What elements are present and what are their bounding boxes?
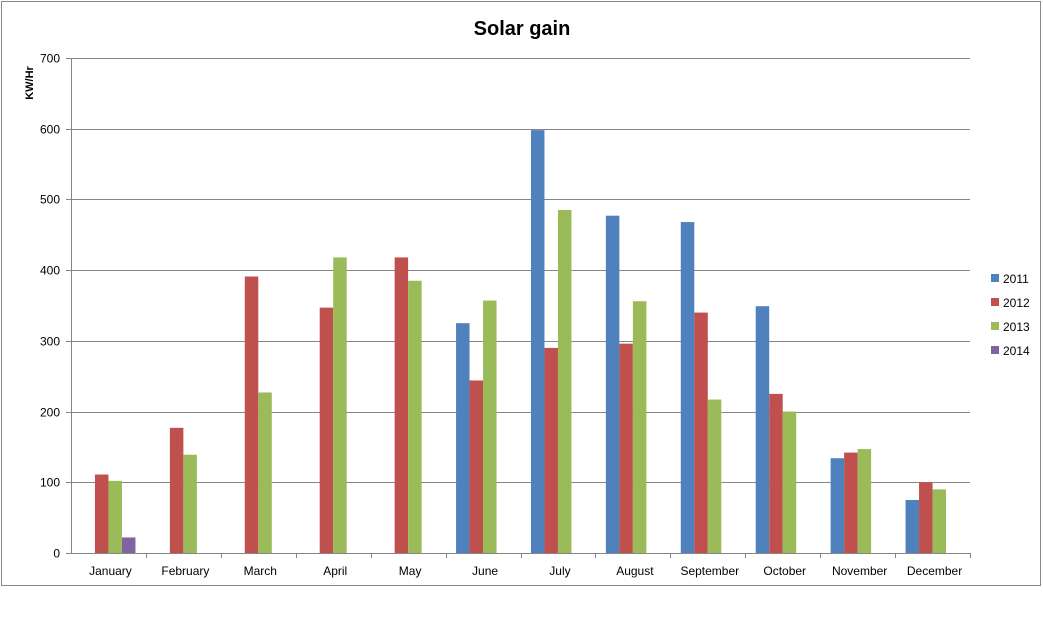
x-tick-label: October	[763, 564, 806, 578]
bar-2013-october	[782, 411, 797, 553]
y-tick-label: 500	[40, 193, 60, 207]
bar-2014-january	[121, 537, 136, 553]
legend-swatch	[991, 274, 999, 282]
bar-2011-june	[456, 323, 470, 553]
bar-2013-december	[932, 489, 947, 553]
bars	[94, 130, 947, 554]
x-tick-label: March	[244, 564, 277, 578]
legend-label: 2013	[1003, 320, 1030, 334]
x-tick-label: January	[89, 564, 132, 578]
chart: Solar gain KW/Hr 0 100 200 300 400 500 600 700 J…	[24, 18, 1030, 578]
x-tick-label: December	[907, 564, 962, 578]
x-tick-label: August	[616, 564, 654, 578]
bar-2013-march	[258, 392, 272, 553]
bar-2012-january	[94, 474, 109, 553]
bar-2012-may	[394, 257, 409, 553]
legend-label: 2014	[1003, 344, 1030, 358]
y-tick-label: 200	[40, 406, 60, 420]
gridlines	[71, 58, 970, 483]
bar-2012-february	[169, 427, 184, 553]
bar-2013-january	[108, 480, 122, 553]
y-tick-label: 0	[53, 547, 60, 561]
legend-label: 2012	[1003, 296, 1030, 310]
bar-2012-october	[769, 393, 783, 553]
x-tick-label: May	[399, 564, 422, 578]
x-tick-label: July	[549, 564, 570, 578]
bar-2011-november	[830, 458, 845, 553]
x-tick-label: November	[832, 564, 887, 578]
legend: 2011 2012 2013 2014	[991, 272, 1030, 358]
x-tick-label: April	[323, 564, 347, 578]
bar-2013-june	[483, 300, 497, 553]
y-tick-label: 700	[40, 52, 60, 66]
bar-2012-december	[919, 482, 933, 553]
bar-2012-april	[319, 307, 334, 553]
bar-2011-september	[680, 222, 695, 554]
bar-2011-august	[605, 215, 620, 553]
bar-2012-september	[694, 312, 708, 553]
bar-2011-july	[530, 130, 545, 553]
bar-2012-july	[544, 347, 558, 553]
chart-title: Solar gain	[474, 18, 571, 40]
bar-2013-september	[707, 399, 722, 553]
bar-2013-february	[183, 454, 197, 553]
bar-2011-october	[755, 306, 770, 553]
bar-2013-april	[333, 257, 347, 553]
bar-2012-august	[619, 343, 633, 553]
bar-2012-june	[469, 380, 484, 553]
y-tick-label: 300	[40, 335, 60, 349]
chart-area: Solar gain KW/Hr 0 100 200 300 400 500 600 700 J…	[1, 1, 1041, 586]
bar-2012-november	[844, 452, 858, 553]
y-axis-title: KW/Hr	[24, 65, 36, 99]
bar-2013-may	[408, 280, 422, 553]
bar-2013-august	[632, 301, 647, 553]
axes: 0 100 200 300 400 500 600 700 January February Mar…	[40, 52, 971, 578]
x-tick-label: June	[472, 564, 498, 578]
bar-2013-november	[857, 449, 872, 553]
x-tick-label: September	[680, 564, 739, 578]
bar-2012-march	[244, 276, 259, 553]
y-tick-label: 400	[40, 264, 60, 278]
legend-swatch	[991, 346, 999, 354]
x-tick-label: February	[161, 564, 209, 578]
bar-2011-december	[905, 499, 920, 553]
bar-2013-july	[557, 210, 572, 554]
legend-label: 2011	[1003, 272, 1029, 286]
legend-swatch	[991, 322, 999, 330]
y-tick-label: 600	[40, 123, 60, 137]
legend-swatch	[991, 298, 999, 306]
y-tick-label: 100	[40, 476, 60, 490]
